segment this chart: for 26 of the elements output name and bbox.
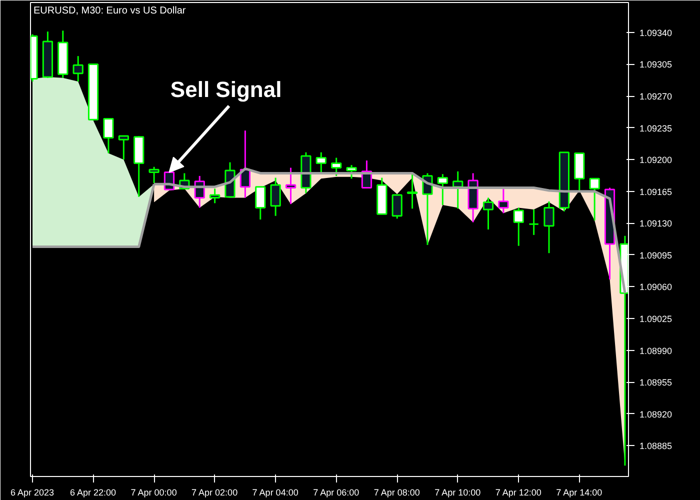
x-tick-label: 7 Apr 12:00 [495, 488, 542, 498]
y-tick-label: 1.09095 [640, 250, 672, 260]
chart-title: EURUSD, M30: Euro vs US Dollar [34, 6, 186, 16]
x-tick-label: 7 Apr 04:00 [252, 488, 298, 498]
y-tick-label: 1.09235 [640, 123, 672, 134]
y-tick-label: 1.08990 [640, 346, 672, 356]
y-tick-label: 1.08920 [640, 409, 672, 420]
x-tick-label: 7 Apr 10:00 [434, 488, 481, 498]
y-tick-label: 1.09025 [640, 314, 672, 324]
y-tick-label: 1.09200 [640, 155, 672, 166]
y-tick-label: 1.09340 [640, 28, 672, 38]
y-tick-label: 1.09130 [640, 218, 672, 229]
y-tick-label: 1.09060 [640, 282, 672, 292]
x-tick-label: 6 Apr 22:00 [70, 488, 116, 498]
y-tick-label: 1.08955 [640, 378, 672, 388]
x-tick-label: 7 Apr 02:00 [192, 488, 238, 498]
y-tick-label: 1.08885 [640, 441, 672, 452]
annotation: Sell Signal [170, 76, 282, 102]
y-tick-label: 1.09270 [640, 92, 672, 102]
x-tick-label: 7 Apr 14:00 [556, 488, 602, 498]
x-tick-label: 7 Apr 08:00 [374, 488, 420, 498]
x-tick-label: 6 Apr 2023 [10, 488, 54, 498]
y-tick-label: 1.09305 [640, 60, 672, 70]
x-tick-label: 7 Apr 06:00 [313, 488, 360, 498]
y-tick-label: 1.09165 [640, 186, 672, 197]
x-tick-label: 7 Apr 00:00 [130, 488, 177, 498]
